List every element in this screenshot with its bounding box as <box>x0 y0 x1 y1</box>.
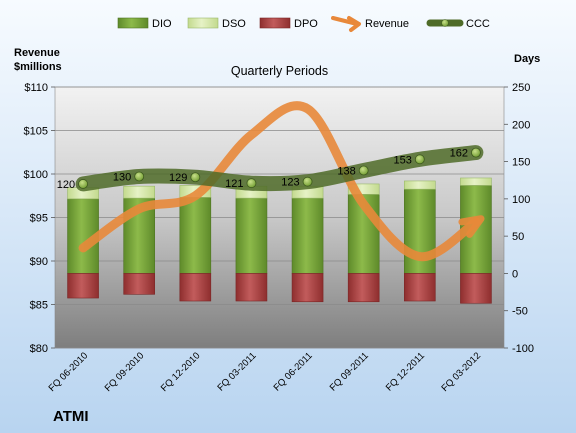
legend-label: DIO <box>152 18 172 30</box>
ccc-point <box>246 178 257 189</box>
ccc-data-label: 138 <box>337 166 355 178</box>
dpo-bar <box>123 273 155 295</box>
left-tick-label: $90 <box>30 256 48 268</box>
bars <box>67 177 492 304</box>
dpo-bar <box>460 273 492 304</box>
ccc-point <box>78 179 88 189</box>
ccc-data-label: 120 <box>57 179 75 191</box>
left-tick-label: $100 <box>24 169 48 181</box>
left-axis-title-line1: Revenue <box>14 47 60 59</box>
right-tick-label: 100 <box>512 194 530 206</box>
left-tick-label: $105 <box>24 126 48 138</box>
dpo-bar <box>404 273 436 302</box>
legend-swatch-dio <box>117 17 149 29</box>
right-axis-title: Days <box>514 53 540 65</box>
company-name: ATMI <box>53 408 89 425</box>
legend-label: DSO <box>222 18 246 30</box>
chart-title: Quarterly Periods <box>231 64 328 78</box>
legend-label: Revenue <box>365 18 409 30</box>
legend-label: DPO <box>294 18 318 30</box>
right-tick-label: 150 <box>512 157 530 169</box>
ccc-point <box>471 147 481 158</box>
right-tick-label: 200 <box>512 119 530 131</box>
dso-bar <box>123 185 155 199</box>
left-tick-label: $80 <box>30 343 48 355</box>
dso-bar <box>460 177 492 186</box>
left-tick-label: $95 <box>30 213 48 225</box>
legend: DIO DSO DPO Revenue CCC <box>117 16 490 32</box>
right-tick-label: -100 <box>512 343 534 355</box>
dpo-bar <box>235 273 268 302</box>
left-axis-title-line2: $millions <box>14 61 62 73</box>
lines: 120 130 129 121 123 138 153 162 <box>57 101 485 262</box>
left-tick-label: $110 <box>24 82 48 94</box>
dso-bar <box>404 180 436 190</box>
legend-swatch-ccc-point <box>441 19 449 27</box>
legend-swatch-dso <box>187 17 219 29</box>
legend-swatch-revenue <box>331 16 361 32</box>
ccc-data-label: 129 <box>169 172 187 184</box>
ccc-data-label: 153 <box>393 154 411 166</box>
right-axis: -100 -50 0 50 100 150 200 250 <box>504 82 534 355</box>
right-tick-label: 250 <box>512 82 530 94</box>
dio-bar <box>235 197 268 274</box>
right-tick-label: -50 <box>512 306 528 318</box>
ccc-point <box>134 171 145 182</box>
dpo-bar <box>179 273 212 302</box>
revenue-arrowhead <box>458 215 485 238</box>
ccc-point <box>414 154 425 165</box>
dso-bar <box>347 183 380 195</box>
ccc-data-label: 162 <box>450 148 468 160</box>
left-tick-label: $85 <box>30 300 48 312</box>
ccc-point <box>302 176 313 187</box>
revenue-line <box>78 101 481 262</box>
dpo-bar <box>67 273 99 299</box>
right-tick-label: 0 <box>512 268 518 280</box>
ccc-point <box>358 165 369 176</box>
ccc-point <box>190 172 201 183</box>
left-axis: $80 $85 $90 $95 $100 $105 $110 <box>24 82 55 355</box>
dio-bar <box>291 197 324 274</box>
right-tick-label: 50 <box>512 231 524 243</box>
dio-bar <box>179 197 212 274</box>
ccc-data-label: 130 <box>113 171 131 183</box>
dpo-bar <box>291 273 324 303</box>
legend-swatch-dpo <box>259 17 291 29</box>
legend-label: CCC <box>466 18 490 30</box>
dpo-bar <box>347 273 380 303</box>
ccc-data-label: 123 <box>281 177 299 189</box>
ccc-data-label: 121 <box>225 178 243 190</box>
